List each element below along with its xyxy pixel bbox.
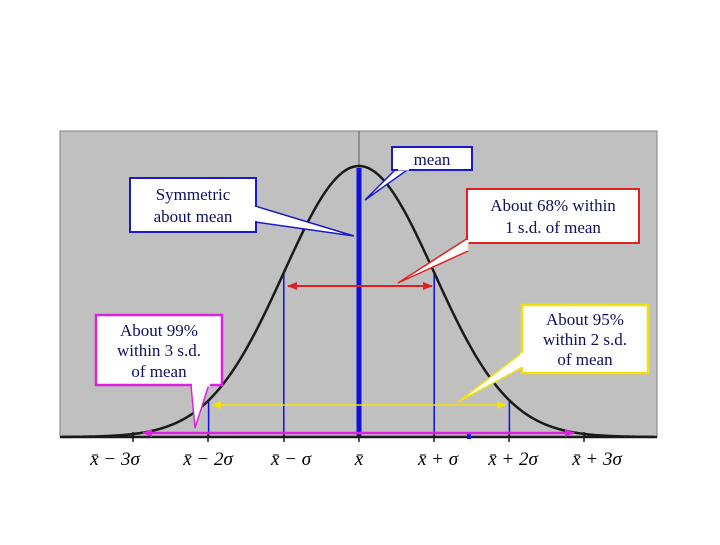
axis-label-plus-2sd: x̄ + 2σ (487, 449, 538, 470)
callout-mean-text: mean (414, 150, 451, 169)
callout-99-line2: within 3 s.d. (117, 341, 201, 360)
axis-label-minus-1sd: x̄ − σ (270, 449, 312, 470)
callout-95-line3: of mean (557, 350, 613, 369)
callout-95-line1: About 95% (546, 310, 624, 329)
callout-99-line1: About 99% (120, 321, 198, 340)
callout-symmetric: Symmetric about mean (129, 177, 355, 237)
axis-label-plus-3sd: x̄ + 3σ (571, 449, 622, 470)
axis-label-minus-2sd: x̄ − 2σ (182, 449, 233, 470)
axis-label-mean: x̄ (354, 449, 364, 470)
callout-symmetric-line1: Symmetric (156, 185, 231, 204)
callout-68-line1: About 68% within (490, 196, 616, 215)
callout-99-percent: About 99% within 3 s.d. of mean (94, 313, 224, 429)
callout-mean: mean (364, 146, 473, 201)
axis-label-minus-3sd: x̄ − 3σ (89, 449, 140, 470)
callout-95-line2: within 2 s.d. (543, 330, 627, 349)
bell-curve (61, 164, 655, 439)
callout-95-percent: About 95% within 2 s.d. of mean (457, 303, 650, 403)
axis-label-plus-1sd: x̄ + σ (417, 449, 459, 470)
callout-68-percent: About 68% within 1 s.d. of mean (397, 188, 640, 284)
callout-99-line3: of mean (131, 362, 187, 381)
axis-labels: x̄ − 3σ x̄ − 2σ x̄ − σ x̄ x̄ + σ x̄ + 2σ… (89, 449, 622, 470)
callout-symmetric-line2: about mean (154, 207, 233, 226)
callout-68-line2: 1 s.d. of mean (505, 218, 601, 237)
